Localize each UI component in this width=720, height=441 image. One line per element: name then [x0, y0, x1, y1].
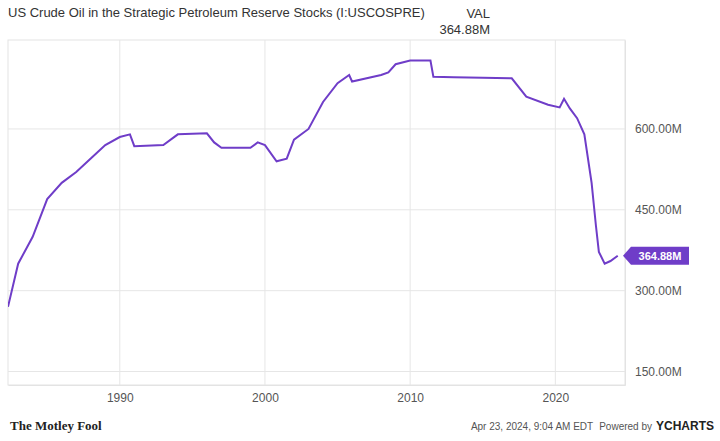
grid-line: [8, 290, 625, 291]
tick: 2000: [252, 385, 279, 405]
tick-label: 450.00M: [635, 203, 682, 217]
tick-label: 2010: [397, 391, 424, 405]
y-axis: 150.00M 300.00M 450.00M 600.00M: [625, 41, 682, 386]
current-value: 364.88M: [439, 22, 490, 37]
title: US Crude Oil in the Strategic Petroleum …: [8, 5, 425, 20]
grid-line: [8, 128, 625, 129]
plot-area: [8, 60, 618, 306]
tick-label: 2000: [252, 391, 279, 405]
tick-label: 1990: [107, 391, 134, 405]
data-line: [8, 60, 618, 306]
grid-line: [555, 40, 556, 385]
axis-line: [9, 385, 626, 386]
tick: 1990: [107, 385, 134, 405]
grid-line: [264, 40, 265, 385]
tick-label: 2020: [542, 391, 569, 405]
tick-label: 150.00M: [635, 365, 682, 379]
credit: Powered by: [599, 421, 652, 432]
end-label-text: 364.88M: [639, 250, 682, 262]
tick: 2010: [397, 385, 424, 405]
chart: 150.00M 300.00M 450.00M 600.00M 1990 2000 2010…: [0, 0, 720, 441]
tick-label: 300.00M: [635, 284, 682, 298]
end-label-box: [623, 247, 689, 265]
column-header: VAL: [466, 6, 490, 21]
logo: The Motley Fool: [10, 418, 102, 433]
tick: 2020: [542, 385, 569, 405]
grid-line: [8, 209, 625, 210]
tick: 300.00M: [625, 284, 682, 298]
grid-line: [410, 40, 411, 385]
footer: Apr 23, 2024, 9:04 AM EDT Powered by YCHAR…: [471, 419, 714, 433]
grid-line: [8, 371, 625, 372]
x-axis: 1990 2000 2010 2020: [9, 385, 626, 405]
timestamp: Apr 23, 2024, 9:04 AM EDT: [471, 421, 593, 432]
axis-line: [625, 41, 626, 386]
plot-frame: [8, 40, 625, 385]
tick: 600.00M: [625, 122, 682, 136]
tick: 450.00M: [625, 203, 682, 217]
tick: 150.00M: [625, 365, 682, 379]
brand: YCHARTS: [656, 419, 714, 433]
tick-label: 600.00M: [635, 122, 682, 136]
grid: [8, 40, 625, 385]
end-label: 364.88M: [623, 247, 689, 265]
grid-line: [119, 40, 120, 385]
